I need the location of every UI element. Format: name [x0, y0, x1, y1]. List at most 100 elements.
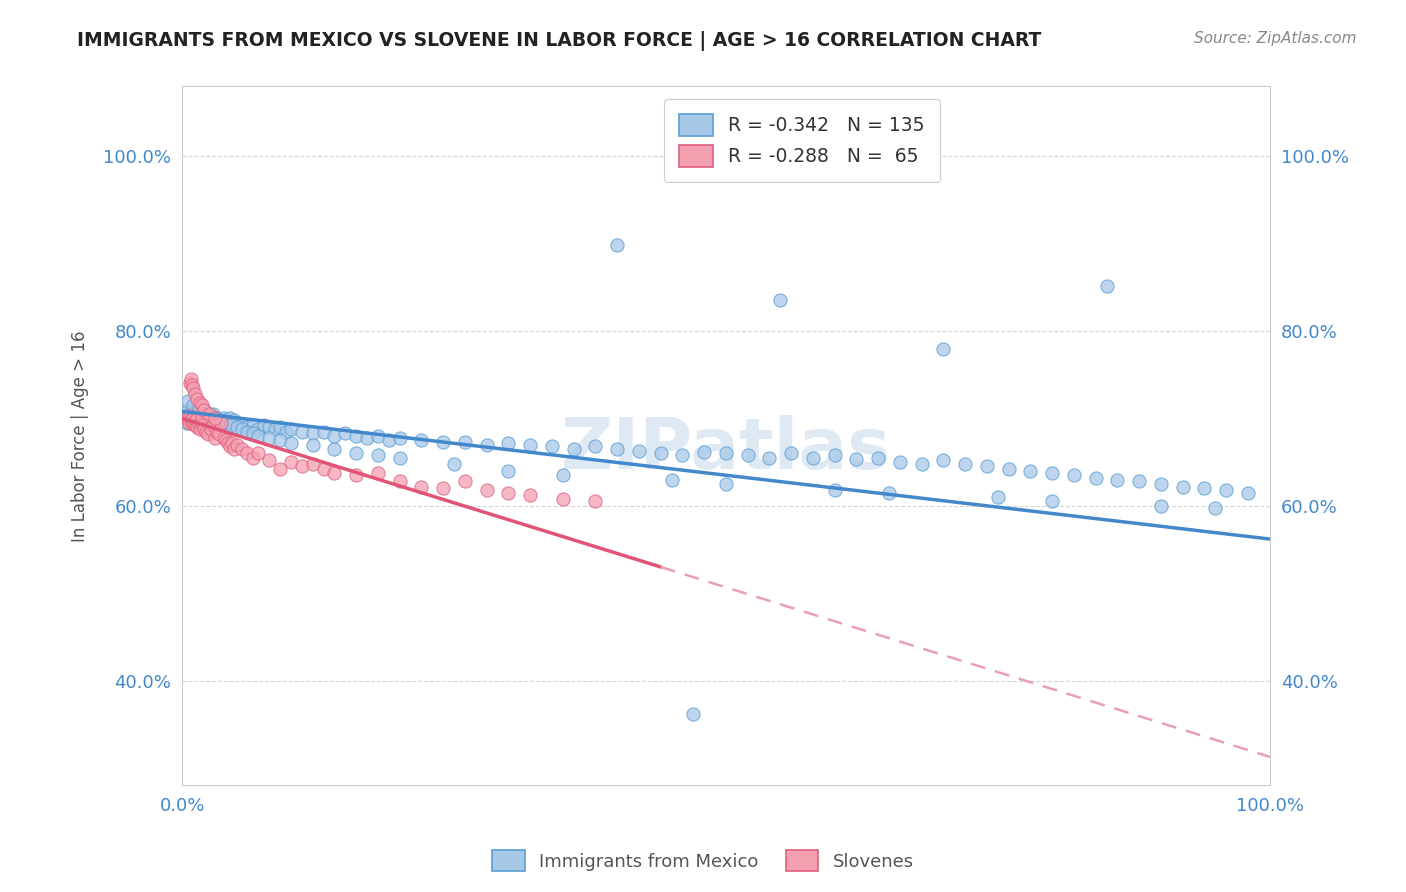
Point	[176, 411, 198, 425]
Point	[388, 431, 411, 445]
Point	[181, 409, 204, 423]
Point	[174, 411, 197, 425]
Point	[176, 402, 198, 417]
Point	[193, 422, 215, 436]
Point	[204, 411, 226, 425]
Point	[301, 457, 323, 471]
Point	[877, 485, 900, 500]
Point	[541, 439, 564, 453]
Point	[198, 407, 221, 421]
Point	[176, 416, 198, 430]
Point	[454, 435, 477, 450]
Point	[585, 494, 607, 508]
Point	[179, 409, 201, 423]
Point	[187, 402, 209, 417]
Point	[312, 425, 335, 439]
Point	[498, 485, 520, 500]
Point	[551, 468, 574, 483]
Point	[1128, 475, 1150, 489]
Point	[953, 457, 976, 471]
Point	[1237, 485, 1260, 500]
Point	[693, 444, 716, 458]
Point	[236, 446, 259, 460]
Text: IMMIGRANTS FROM MEXICO VS SLOVENE IN LABOR FORCE | AGE > 16 CORRELATION CHART: IMMIGRANTS FROM MEXICO VS SLOVENE IN LAB…	[77, 31, 1042, 51]
Point	[1084, 471, 1107, 485]
Point	[202, 411, 225, 425]
Point	[269, 462, 291, 476]
Point	[191, 418, 214, 433]
Point	[188, 395, 211, 409]
Point	[454, 475, 477, 489]
Point	[714, 477, 737, 491]
Point	[312, 462, 335, 476]
Point	[291, 459, 314, 474]
Point	[208, 413, 231, 427]
Point	[257, 420, 280, 434]
Point	[191, 411, 214, 425]
Point	[868, 450, 890, 465]
Point	[190, 411, 212, 425]
Point	[187, 417, 209, 432]
Point	[191, 398, 214, 412]
Point	[344, 468, 367, 483]
Point	[183, 411, 205, 425]
Point	[219, 418, 242, 433]
Point	[188, 407, 211, 421]
Point	[323, 442, 346, 456]
Point	[236, 425, 259, 439]
Text: ZIPatlas: ZIPatlas	[561, 416, 891, 484]
Point	[177, 416, 200, 430]
Point	[388, 450, 411, 465]
Point	[714, 446, 737, 460]
Point	[176, 393, 198, 408]
Point	[1171, 480, 1194, 494]
Point	[200, 409, 222, 423]
Point	[217, 416, 239, 430]
Point	[201, 407, 224, 421]
Point	[186, 413, 208, 427]
Point	[217, 436, 239, 450]
Point	[671, 448, 693, 462]
Point	[197, 407, 219, 421]
Point	[219, 411, 242, 425]
Point	[186, 411, 208, 425]
Point	[231, 417, 253, 432]
Point	[432, 435, 454, 450]
Point	[388, 475, 411, 489]
Point	[257, 453, 280, 467]
Point	[183, 416, 205, 430]
Point	[205, 425, 228, 439]
Point	[209, 416, 232, 430]
Point	[204, 413, 226, 427]
Point	[186, 407, 208, 421]
Point	[932, 342, 955, 356]
Point	[208, 427, 231, 442]
Point	[824, 448, 846, 462]
Point	[193, 402, 215, 417]
Point	[242, 417, 264, 432]
Point	[1107, 473, 1129, 487]
Point	[263, 422, 285, 436]
Point	[280, 436, 302, 450]
Point	[253, 418, 276, 433]
Point	[198, 411, 221, 425]
Point	[562, 442, 585, 456]
Point	[475, 483, 498, 497]
Point	[212, 431, 235, 445]
Point	[737, 448, 759, 462]
Point	[215, 434, 238, 448]
Point	[367, 466, 389, 480]
Point	[209, 416, 232, 430]
Point	[1095, 278, 1118, 293]
Point	[344, 446, 367, 460]
Point	[911, 457, 934, 471]
Point	[209, 413, 232, 427]
Point	[758, 450, 780, 465]
Point	[186, 420, 208, 434]
Point	[291, 425, 314, 439]
Point	[1204, 500, 1226, 515]
Point	[824, 483, 846, 497]
Point	[661, 473, 683, 487]
Point	[181, 398, 204, 412]
Point	[224, 442, 246, 456]
